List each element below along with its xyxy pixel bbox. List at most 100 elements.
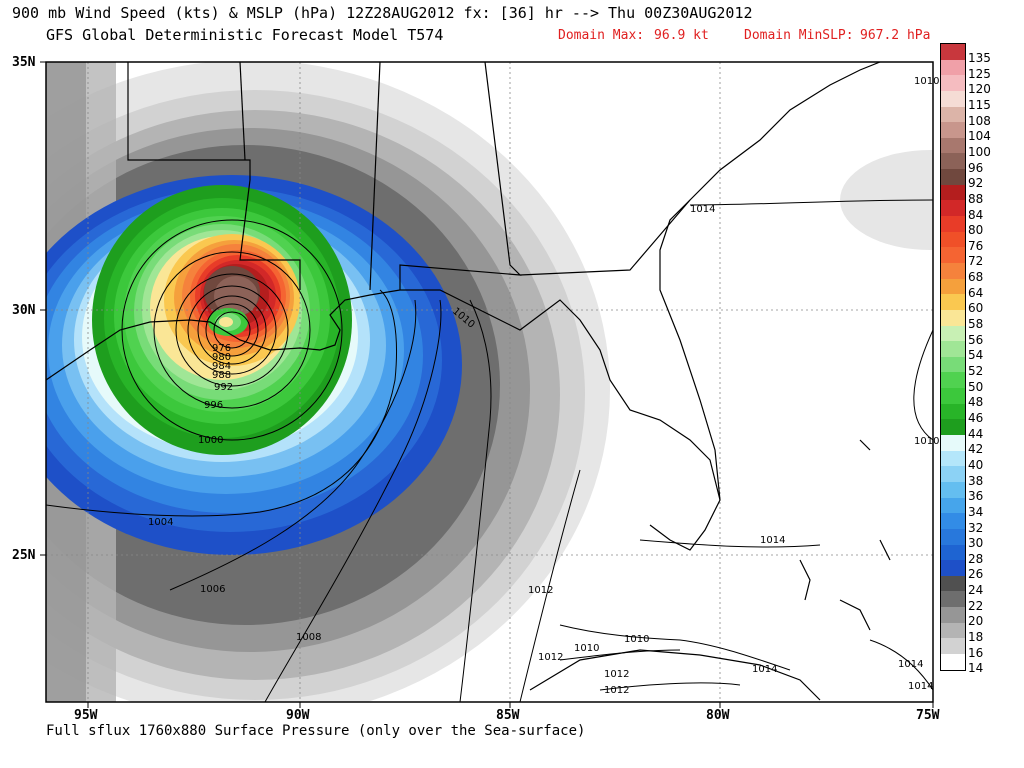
colorbar-level-label: 54: [968, 348, 984, 363]
colorbar-swatch: [941, 184, 965, 201]
colorbar-level-label: 40: [968, 457, 984, 472]
colorbar-level-label: 26: [968, 567, 984, 582]
colorbar-level-label: 108: [968, 113, 991, 128]
colorbar-swatch: [941, 575, 965, 592]
colorbar-level-label: 32: [968, 520, 984, 535]
colorbar-level-label: 14: [968, 661, 984, 676]
isobar-label: 1012: [528, 585, 553, 596]
colorbar-level-label: 22: [968, 598, 984, 613]
colorbar-level-label: 104: [968, 129, 991, 144]
colorbar-level-label: 125: [968, 66, 991, 81]
lat-label-35n: 35N: [12, 55, 36, 70]
colorbar-swatch: [941, 419, 965, 436]
colorbar-swatch: [941, 231, 965, 248]
colorbar-level-label: 96: [968, 160, 984, 175]
domain-minslp-label: Domain MinSLP:: [744, 28, 854, 43]
isobar-label: 988: [212, 370, 231, 381]
colorbar-level-label: 135: [968, 51, 991, 65]
colorbar-level-label: 28: [968, 551, 984, 566]
lon-label-75w: 75W: [916, 708, 940, 723]
lat-label-25n: 25N: [12, 548, 36, 563]
colorbar-swatch: [941, 544, 965, 561]
colorbar-swatch: [941, 137, 965, 154]
colorbar-swatch: [941, 153, 965, 170]
colorbar-level-label: 18: [968, 630, 984, 645]
colorbar-swatch: [941, 106, 965, 123]
colorbar-level-label: 68: [968, 270, 984, 285]
colorbar-level-label: 38: [968, 473, 984, 488]
colorbar-swatch: [941, 75, 965, 91]
isobar-label: 1004: [148, 517, 173, 528]
colorbar-level-label: 76: [968, 238, 984, 253]
colorbar-swatch: [941, 325, 965, 342]
colorbar-swatch: [941, 122, 965, 138]
colorbar-level-label: 16: [968, 645, 984, 660]
colorbar-level-label: 30: [968, 536, 984, 551]
graticule: [46, 62, 933, 702]
isobar-label: 1014: [752, 664, 777, 675]
colorbar-level-label: 92: [968, 176, 984, 191]
colorbar-swatch: [941, 481, 965, 498]
isobar-label: 1010: [914, 436, 939, 447]
isobar-label: 1010: [914, 76, 939, 87]
colorbar-swatch: [941, 622, 965, 639]
colorbar-swatch: [941, 356, 965, 373]
colorbar-level-label: 44: [968, 426, 984, 441]
colorbar-swatch: [941, 372, 965, 389]
colorbar-level-label: 50: [968, 379, 984, 394]
colorbar-swatch: [941, 466, 965, 482]
wind-shading: [46, 62, 933, 702]
colorbar-swatch: [941, 278, 965, 295]
colorbar-swatch: [941, 262, 965, 279]
colorbar-swatch: [941, 200, 965, 217]
chart-title: 900 mb Wind Speed (kts) & MSLP (hPa) 12Z…: [12, 4, 753, 22]
isobar-label: 1010: [574, 643, 599, 654]
colorbar-swatch: [941, 638, 965, 654]
colorbar-level-label: 20: [968, 614, 984, 629]
plot-frame: [45, 61, 934, 703]
colorbar-level-label: 56: [968, 332, 984, 347]
colorbar-level-label: 115: [968, 97, 991, 112]
colorbar-swatch: [941, 450, 965, 467]
model-name: GFS Global Deterministic Forecast Model …: [46, 26, 444, 44]
colorbar-level-label: 88: [968, 191, 984, 206]
colorbar-swatch: [941, 169, 965, 185]
colorbar-level-label: 100: [968, 144, 991, 159]
colorbar-level-label: 80: [968, 223, 984, 238]
colorbar-swatch: [941, 216, 965, 232]
colorbar-swatch: [941, 59, 965, 76]
lon-label-95w: 95W: [74, 708, 98, 723]
isobar-label: 1008: [296, 632, 321, 643]
colorbar-level-label: 72: [968, 254, 984, 269]
isobar-label: 1014: [690, 204, 715, 215]
isobar-label: 1010: [624, 634, 649, 645]
colorbar-level-label: 36: [968, 489, 984, 504]
isobar-label: 980: [212, 352, 231, 363]
colorbar-swatch: [941, 607, 965, 623]
colorbar-level-label: 58: [968, 317, 984, 332]
colorbar-swatch: [941, 44, 965, 60]
isobars: [46, 199, 933, 702]
colorbar-level-label: 64: [968, 285, 984, 300]
colorbar-swatch: [941, 341, 965, 357]
lon-label-90w: 90W: [286, 708, 310, 723]
colorbar-level-label: 46: [968, 410, 984, 425]
colorbar-level-label: 84: [968, 207, 984, 222]
colorbar: [940, 43, 966, 671]
colorbar-level-label: 34: [968, 504, 984, 519]
domain-max-label: Domain Max:: [558, 28, 645, 43]
isobar-label: 1014: [898, 659, 923, 670]
colorbar-swatch: [941, 560, 965, 576]
isobar-label: 1000: [198, 435, 223, 446]
colorbar-swatch: [941, 513, 965, 529]
colorbar-swatch: [941, 653, 965, 670]
colorbar-swatch: [941, 388, 965, 404]
colorbar-level-label: 52: [968, 364, 984, 378]
isobar-label: 1012: [604, 669, 629, 680]
colorbar-level-label: 42: [968, 442, 984, 457]
lon-label-85w: 85W: [496, 708, 520, 723]
colorbar-swatch: [941, 591, 965, 608]
footer-note: Full sflux 1760x880 Surface Pressure (on…: [46, 723, 586, 739]
coastlines: [46, 62, 891, 701]
